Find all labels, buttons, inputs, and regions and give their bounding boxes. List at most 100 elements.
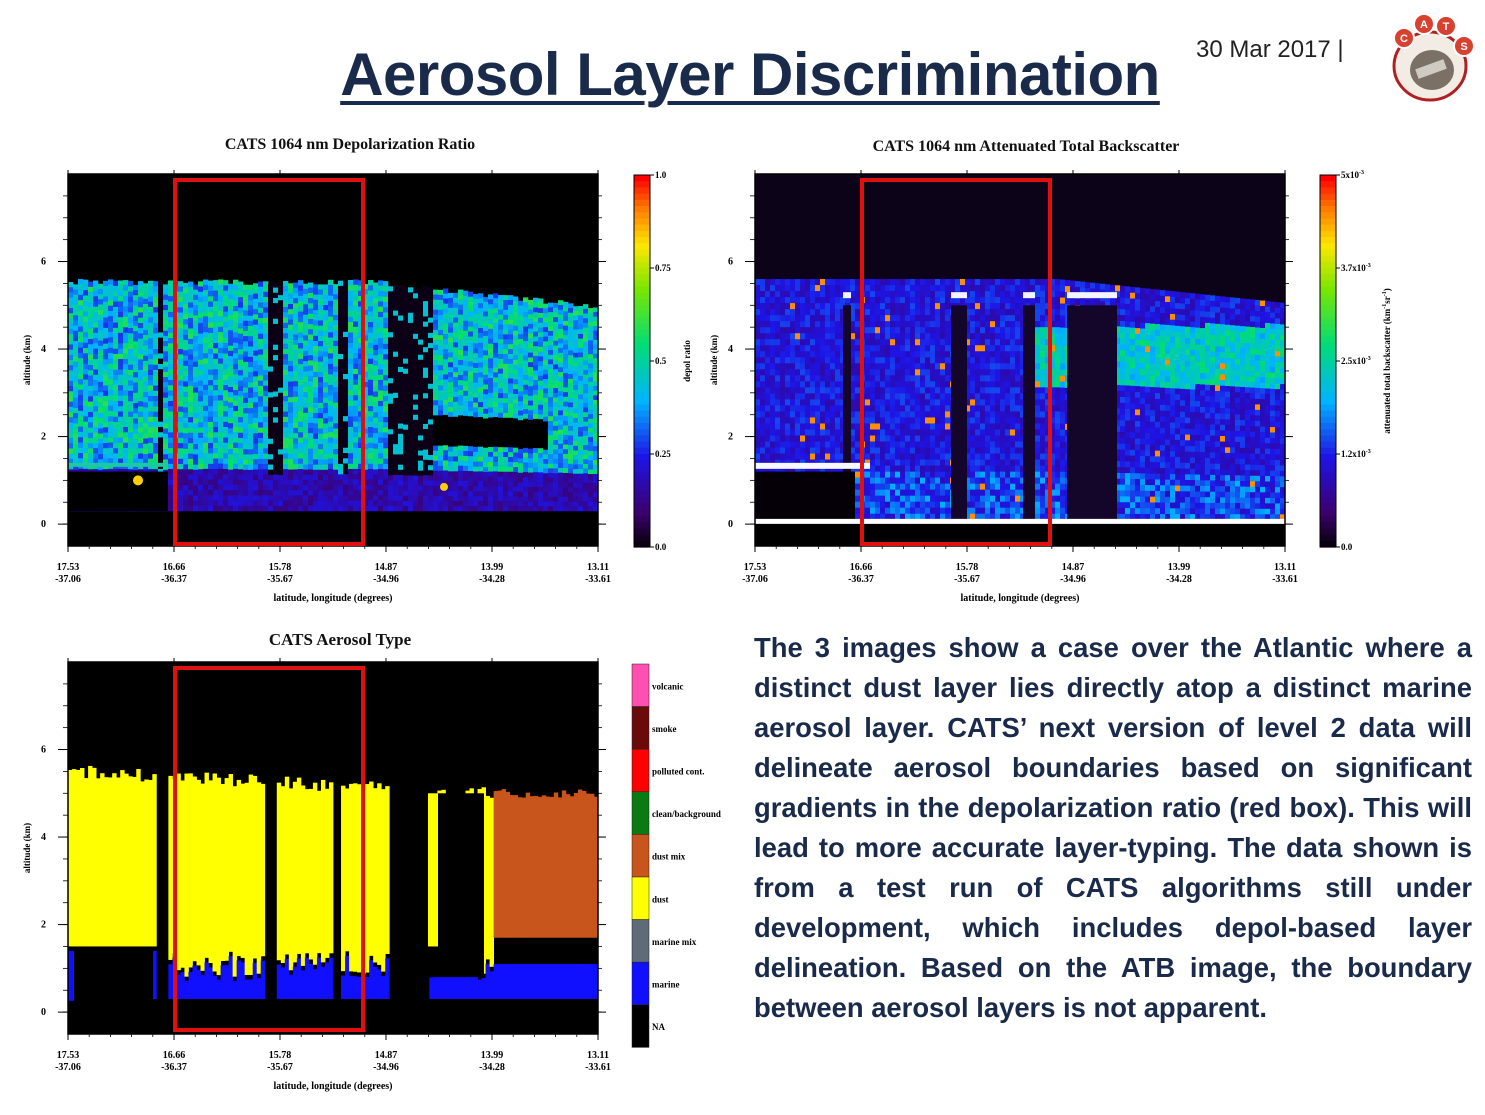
heatmap-cell [393,315,399,322]
heatmap-cell [398,330,404,337]
heatmap-cell [278,444,284,450]
heatmap-cell [418,425,424,431]
heatmap-cell [573,506,579,512]
heatmap-cell [318,377,324,383]
heatmap-cell [158,353,164,359]
heatmap-cell [518,343,524,349]
heatmap-cell [318,382,324,388]
heatmap-cell [433,395,439,401]
heatmap-cell [373,370,379,377]
heatmap-cell [458,470,464,477]
heatmap-cell [98,449,104,455]
heatmap-cell [268,397,274,403]
heatmap-cell [278,423,284,430]
colorbar-tick-label: 0.5 [655,356,667,366]
heatmap-cell [263,417,269,423]
heatmap-cell [453,496,459,502]
heatmap-cell [188,448,194,454]
heatmap-cell [278,480,284,486]
heatmap-cell [248,413,254,419]
heatmap-cell [543,379,549,385]
heatmap-cell [203,290,209,296]
heatmap-cell [198,448,204,454]
heatmap-cell [228,454,234,460]
heatmap-cell [578,375,584,381]
heatmap-cell [158,447,164,454]
heatmap-cell [348,348,354,354]
heatmap-cell [573,394,579,400]
heatmap-cell [228,438,234,445]
heatmap-cell [518,439,524,445]
heatmap-cell [293,303,299,309]
heatmap-cell [428,287,434,293]
heatmap-cell [198,296,204,303]
heatmap-cell [288,464,294,470]
heatmap-cell [488,506,494,512]
heatmap-cell [468,406,474,412]
heatmap-cell [88,323,94,329]
heatmap-cell [318,433,324,440]
heatmap-cell [343,442,349,449]
heatmap-cell [163,284,169,290]
heatmap-cell [438,360,444,366]
heatmap-cell [568,430,574,436]
heatmap-cell [193,377,199,383]
heatmap-cell [353,400,359,407]
heatmap-cell [408,485,414,491]
heatmap-cell [148,395,154,402]
heatmap-cell [313,469,319,476]
heatmap-cell [208,338,214,344]
heatmap-cell [423,480,429,486]
heatmap-cell [258,333,264,340]
heatmap-cell [448,352,454,358]
heatmap-cell [143,288,149,294]
heatmap-cell [453,441,459,447]
heatmap-cell [303,392,309,398]
x-tick-label: 16.66 [163,562,186,573]
heatmap-cell [193,459,199,465]
heatmap-cell [88,458,94,465]
heatmap-cell [158,337,164,344]
heatmap-cell [113,385,119,391]
heatmap-cell [458,405,464,411]
heatmap-cell [123,437,129,444]
heatmap-cell [568,369,574,375]
heatmap-cell [568,317,574,323]
heatmap-cell [198,333,204,340]
heatmap-cell [238,427,244,434]
heatmap-cell [223,348,229,354]
heatmap-cell [93,421,99,428]
heatmap-cell [578,427,584,433]
heatmap-cell [348,411,354,417]
heatmap-cell [373,453,379,460]
heatmap-cell [533,462,539,468]
heatmap-cell [78,431,84,438]
heatmap-cell [308,360,314,366]
heatmap-cell [198,317,204,324]
heatmap-cell [388,357,394,364]
heatmap-cell [518,448,524,454]
heatmap-cell [593,390,599,396]
heatmap-cell [278,284,284,291]
heatmap-cell [128,458,134,465]
heatmap-cell [243,418,249,424]
heatmap-cell [403,358,409,364]
heatmap-cell [368,421,374,428]
heatmap-cell [378,474,384,480]
heatmap-cell [133,356,139,363]
heatmap-cell [283,296,289,303]
heatmap-cell [188,344,194,350]
heatmap-cell [103,437,109,444]
heatmap-cell [770,369,776,376]
heatmap-cell [373,459,379,465]
heatmap-cell [473,417,479,423]
heatmap-cell [318,325,324,332]
heatmap-cell [198,458,204,465]
heatmap-cell [508,403,514,409]
heatmap-cell [358,316,364,323]
heatmap-cell [228,330,234,336]
heatmap-cell [443,465,449,471]
heatmap-cell [248,444,254,450]
heatmap-cell [288,329,294,336]
heatmap-cell [398,320,404,327]
